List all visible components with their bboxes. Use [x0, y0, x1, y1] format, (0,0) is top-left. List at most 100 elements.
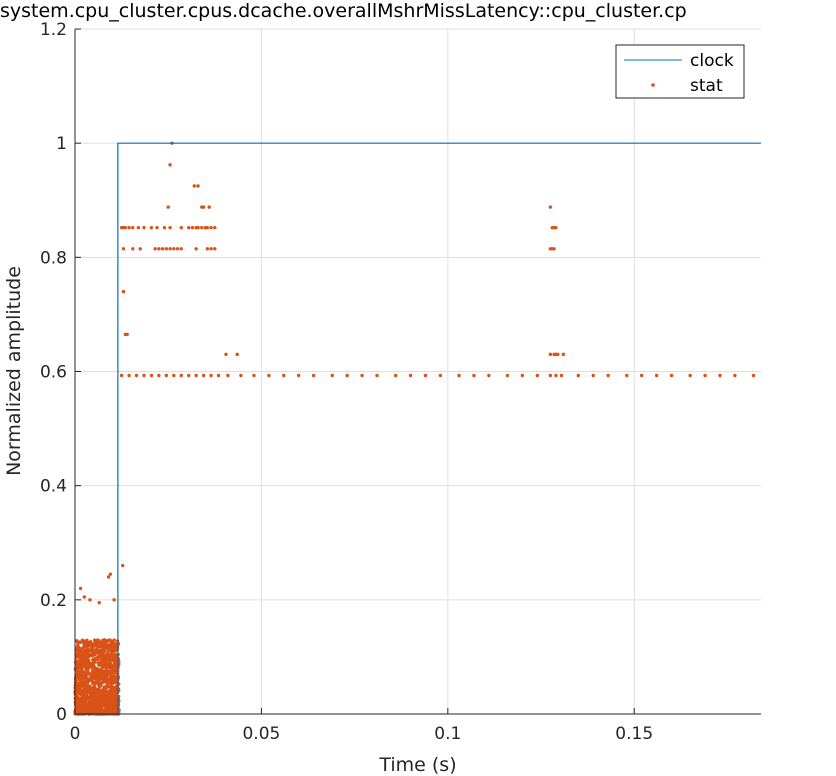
clock-line	[75, 142, 761, 715]
stat-point	[168, 247, 172, 251]
stat-noise-point	[89, 692, 93, 696]
stat-point	[213, 225, 217, 230]
stat-noise-point	[110, 682, 115, 686]
stat-point	[134, 373, 139, 378]
stat-point	[97, 600, 101, 605]
stat-noise-point	[103, 664, 107, 668]
stat-noise-point	[105, 681, 109, 685]
stat-point	[166, 205, 170, 209]
stat-noise-point	[80, 663, 85, 668]
y-axis-label: Normalized amplitude	[3, 266, 25, 476]
stat-noise-point	[105, 676, 109, 681]
stat-noise-point	[102, 697, 106, 701]
stat-noise-point	[107, 661, 112, 665]
stat-noise-point	[84, 693, 88, 697]
stat-point	[179, 373, 183, 378]
stat-noise-point	[84, 642, 88, 646]
stat-noise-point	[76, 691, 81, 695]
stat-noise-point	[82, 656, 86, 660]
y-tick-label: 0.2	[40, 591, 67, 611]
stat-noise-point	[89, 703, 93, 707]
x-tick-label: 0.1	[434, 724, 461, 744]
stat-point	[311, 373, 316, 378]
stat-point	[149, 373, 154, 378]
stat-noise-point	[96, 680, 101, 685]
stat-noise-point	[104, 653, 109, 658]
grid-lines	[74, 28, 761, 715]
stat-noise-point	[109, 687, 113, 692]
stat-noise-point	[92, 652, 96, 656]
stat-noise-point	[100, 667, 104, 671]
stat-point	[112, 598, 116, 602]
stat-noise-point	[92, 704, 96, 708]
stat-point	[559, 373, 564, 378]
stat-point	[505, 373, 510, 378]
stat-noise-point	[94, 647, 98, 652]
stat-noise-point	[88, 696, 92, 700]
stat-noise-point	[83, 665, 87, 669]
stat-point	[205, 247, 210, 251]
stat-point	[561, 352, 566, 357]
stat-point	[548, 352, 553, 357]
stat-point	[108, 572, 113, 576]
stat-point	[138, 247, 142, 251]
stat-noise-point	[94, 644, 99, 648]
tick-labels: 0 0.05 0.1 0.15 0 0.2 0.4 0.6 0.8 1 1.2	[40, 20, 653, 744]
stat-noise-point	[103, 691, 108, 696]
stat-noise-point	[74, 665, 79, 669]
stat-noise-point	[74, 703, 79, 708]
stat-noise-point	[111, 646, 115, 650]
stat-noise-point	[77, 672, 81, 677]
legend: clock stat	[615, 44, 745, 99]
stat-point	[190, 225, 195, 230]
stat-noise-point	[95, 697, 99, 701]
stat-point	[172, 373, 176, 378]
stat-noise-point	[90, 680, 95, 684]
stat-point	[535, 373, 540, 378]
stat-point	[175, 247, 180, 251]
stat-point	[235, 352, 239, 357]
y-tick-label: 0.8	[40, 248, 67, 268]
stat-noise-point	[97, 663, 102, 667]
stat-noise-point	[85, 638, 89, 643]
stat-noise-point	[86, 702, 90, 707]
stat-point	[252, 373, 256, 378]
stat-point	[751, 373, 756, 378]
stat-noise-point	[103, 686, 107, 690]
stat-noise-point	[110, 702, 114, 707]
stat-point	[207, 205, 211, 209]
stat-noise-point	[107, 694, 111, 699]
stat-noise-point	[80, 660, 84, 665]
stat-point	[82, 595, 87, 599]
stat-point	[196, 184, 200, 188]
stat-noise-point	[78, 650, 82, 654]
stat-point	[125, 332, 129, 337]
stat-series	[78, 141, 756, 605]
stat-point	[552, 247, 556, 251]
stat-point	[548, 205, 553, 209]
stat-noise-point	[110, 676, 115, 680]
stat-noise-point	[96, 655, 101, 660]
stat-point	[239, 373, 243, 378]
stat-point	[360, 373, 364, 378]
legend-box	[615, 44, 745, 99]
stat-noise-cluster	[73, 638, 121, 716]
stat-noise-point	[108, 654, 113, 658]
stat-point	[106, 575, 111, 579]
stat-point	[121, 247, 126, 251]
stat-noise-point	[74, 648, 79, 653]
stat-noise-point	[78, 697, 83, 701]
stat-noise-point	[76, 642, 80, 647]
legend-clock-label: clock	[690, 51, 734, 71]
x-tick-label: 0	[70, 724, 81, 744]
stat-point	[472, 373, 476, 378]
stat-point	[438, 373, 443, 378]
stat-point	[179, 247, 183, 251]
axes	[74, 28, 761, 715]
stat-noise-point	[111, 657, 115, 661]
stat-noise-point	[110, 691, 114, 696]
stat-point	[194, 247, 198, 251]
stat-noise-point	[76, 709, 80, 713]
stat-point	[267, 373, 271, 378]
stat-point	[172, 247, 176, 251]
